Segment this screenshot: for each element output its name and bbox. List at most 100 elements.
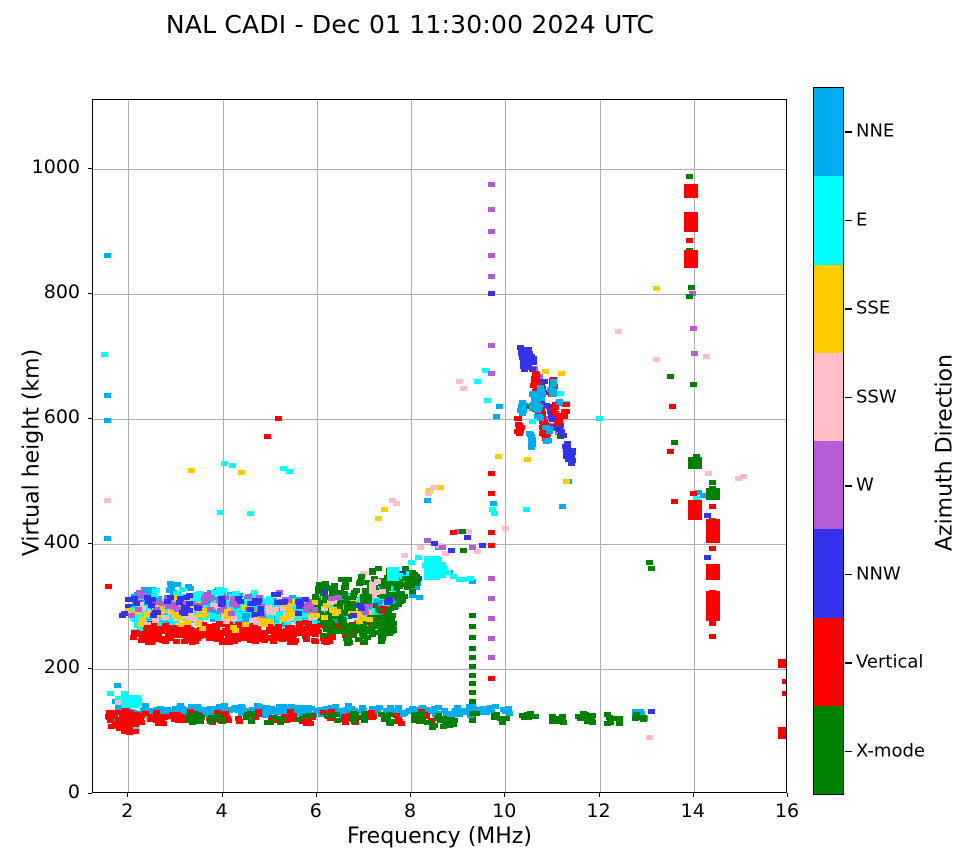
data-point (137, 625, 145, 630)
data-point (345, 593, 353, 599)
colorbar-label: Azimuth Direction (932, 353, 958, 552)
data-point (401, 711, 408, 717)
data-point (279, 703, 287, 709)
data-point (388, 497, 396, 503)
data-point (383, 581, 391, 587)
data-point (200, 600, 208, 606)
data-point (703, 353, 711, 359)
data-point (360, 631, 368, 637)
data-point (275, 615, 283, 621)
data-point (520, 357, 528, 363)
data-point (519, 404, 527, 410)
colorbar-segment-x-mode (814, 705, 843, 794)
data-point (414, 716, 422, 722)
colorbar-tick-mark (845, 219, 852, 222)
data-point (328, 595, 336, 601)
data-point (270, 639, 277, 645)
data-point (559, 503, 567, 509)
data-point (215, 705, 223, 711)
data-point (280, 466, 288, 472)
data-point (168, 712, 176, 718)
data-point (358, 605, 366, 611)
data-point (163, 607, 171, 613)
data-point (312, 628, 320, 634)
data-point (524, 457, 532, 462)
data-point (182, 607, 190, 613)
data-point (103, 393, 111, 399)
data-point (455, 378, 463, 384)
data-point (183, 635, 191, 641)
data-point (252, 639, 260, 645)
data-point (652, 356, 660, 362)
data-point (487, 181, 495, 187)
data-point (527, 442, 535, 448)
x-tick-mark (504, 793, 506, 797)
data-point (316, 601, 324, 607)
data-point (121, 728, 129, 734)
colorbar-segment-w (814, 441, 843, 530)
data-point (264, 616, 272, 622)
data-point (490, 500, 497, 506)
data-point (273, 600, 281, 606)
data-point (157, 710, 165, 716)
data-point (130, 615, 138, 621)
data-point (269, 610, 277, 616)
data-point (435, 705, 443, 711)
data-point (122, 724, 130, 730)
data-point (322, 706, 330, 712)
data-point (557, 391, 565, 397)
data-point (306, 721, 314, 727)
data-point (312, 613, 320, 619)
data-point (310, 603, 318, 609)
data-point (358, 615, 366, 621)
data-point (705, 519, 720, 544)
data-point (216, 590, 224, 596)
data-point (423, 538, 431, 544)
data-point (477, 710, 485, 716)
data-point (376, 598, 384, 604)
data-point (413, 581, 421, 587)
data-point (274, 416, 282, 422)
data-point (468, 690, 476, 696)
data-point (266, 629, 274, 635)
data-point (492, 703, 500, 709)
data-point (334, 608, 342, 614)
data-point (303, 608, 311, 614)
gridline-horizontal (93, 418, 786, 420)
data-point (463, 707, 471, 713)
data-point (294, 611, 302, 617)
data-point (531, 371, 539, 377)
data-point (538, 399, 546, 405)
data-point (499, 719, 507, 725)
data-point (631, 708, 639, 714)
data-point (137, 622, 145, 628)
data-point (311, 607, 319, 613)
data-point (549, 392, 557, 398)
data-point (173, 627, 188, 638)
data-point (252, 715, 260, 721)
data-point (464, 535, 472, 541)
data-point (171, 613, 179, 619)
data-point (689, 291, 697, 297)
colorbar-segment-nne (814, 88, 843, 177)
data-point (153, 588, 160, 594)
data-point (501, 525, 509, 531)
data-point (255, 711, 263, 717)
data-point (259, 617, 267, 623)
data-point (176, 599, 184, 605)
data-point (386, 704, 394, 710)
data-point (487, 252, 495, 258)
data-point (640, 715, 648, 720)
data-point (336, 590, 344, 596)
colorbar-segment-sse (814, 264, 843, 353)
data-point (473, 548, 481, 554)
data-point (516, 428, 524, 434)
data-point (214, 709, 222, 715)
data-point (360, 601, 368, 607)
data-point (614, 328, 622, 334)
data-point (125, 700, 133, 706)
data-point (339, 711, 346, 717)
data-point (151, 617, 159, 623)
data-point (408, 570, 416, 576)
data-point (529, 383, 537, 389)
